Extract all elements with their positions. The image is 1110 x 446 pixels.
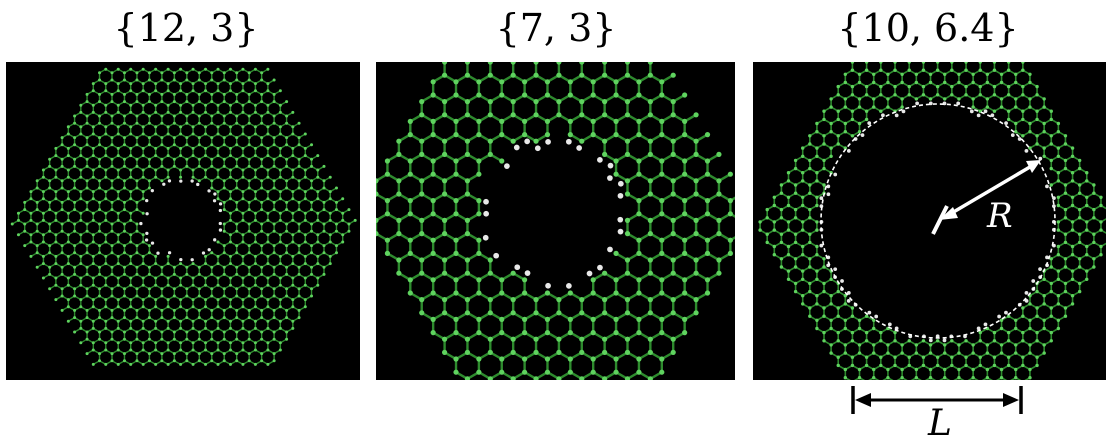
graphene-flake-medium-hole bbox=[376, 62, 735, 380]
lattice-panel-medium-hole bbox=[376, 62, 735, 380]
graphene-flake-small-hole bbox=[6, 62, 360, 380]
bonds bbox=[376, 62, 735, 379]
panel-2-title: {7, 3} bbox=[376, 2, 736, 54]
radius-center-tick bbox=[933, 206, 947, 234]
atoms bbox=[758, 62, 1106, 380]
radius-label: R bbox=[986, 196, 1013, 236]
graphene-flake-large-hole: R bbox=[753, 62, 1106, 380]
length-arrow-head-right bbox=[1003, 393, 1019, 407]
length-arrow-head-left bbox=[855, 393, 871, 407]
lattice-panel-large-hole: R bbox=[753, 62, 1106, 380]
panel-1-title: {12, 3} bbox=[6, 2, 366, 54]
length-label: L bbox=[905, 402, 975, 446]
atoms bbox=[376, 62, 735, 380]
panel-3-title: {10, 6.4} bbox=[748, 2, 1108, 54]
lattice-panel-small-hole bbox=[6, 62, 360, 380]
bonds bbox=[12, 69, 355, 364]
